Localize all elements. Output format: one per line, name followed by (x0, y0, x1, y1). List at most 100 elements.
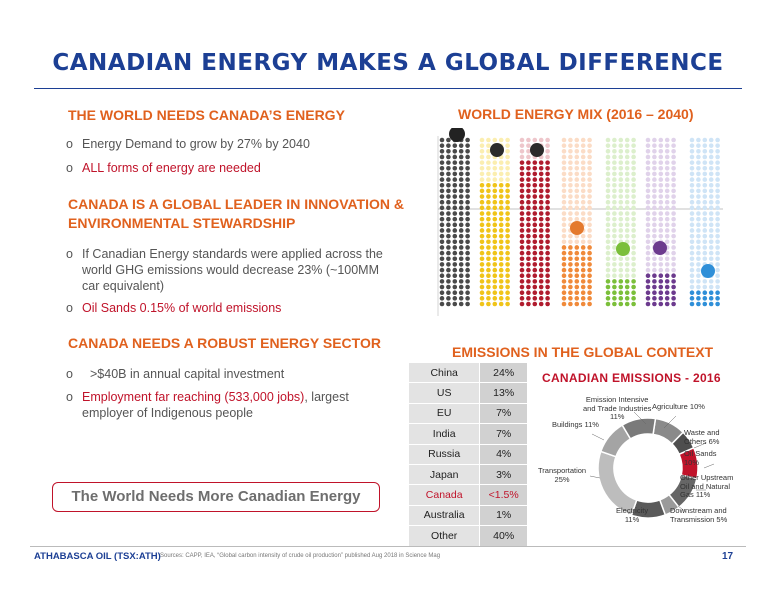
energy-dot (446, 239, 451, 245)
energy-dot (715, 250, 720, 256)
callout-box: The World Needs More Canadian Energy (52, 482, 380, 512)
energy-dot (532, 165, 538, 171)
energy-dot (624, 222, 630, 228)
energy-dot (645, 222, 651, 228)
energy-dot (715, 177, 720, 182)
energy-dot (708, 279, 714, 284)
energy-dot (618, 262, 624, 267)
energy-dot (702, 188, 708, 194)
energy-dot (492, 165, 498, 171)
energy-dot (652, 165, 657, 171)
energy-dot (439, 177, 445, 182)
energy-dot (568, 267, 573, 273)
energy-dot (538, 216, 544, 222)
energy-dot (486, 284, 491, 290)
energy-dot (446, 267, 451, 273)
energy-dot (439, 137, 445, 143)
energy-dot (715, 267, 720, 273)
energy-dot (689, 137, 695, 143)
energy-dot (479, 154, 485, 160)
energy-dot (574, 194, 580, 199)
energy-dot (479, 171, 485, 177)
energy-dot (505, 188, 510, 194)
energy-dot (498, 177, 504, 182)
energy-dot (689, 199, 695, 205)
energy-dot (612, 296, 617, 301)
energy-dot (624, 301, 630, 307)
energy-dot (465, 267, 470, 273)
energy-dot (498, 188, 504, 194)
energy-dot (465, 250, 470, 256)
energy-dot (561, 149, 567, 154)
energy-dot (587, 256, 592, 262)
energy-dot (605, 296, 611, 301)
energy-dot (538, 199, 544, 205)
energy-dot (526, 256, 531, 262)
energy-dot (538, 239, 544, 245)
energy-dot (479, 273, 485, 279)
energy-dot (519, 154, 525, 160)
energy-dot (446, 233, 451, 239)
energy-dot (671, 216, 676, 222)
energy-dot (452, 267, 458, 273)
energy-dot (479, 256, 485, 262)
energy-dot (631, 182, 636, 188)
energy-dot (689, 160, 695, 165)
energy-dot (519, 182, 525, 188)
energy-dot (498, 290, 504, 295)
energy-dot (645, 171, 651, 177)
energy-dot (708, 239, 714, 245)
energy-dot (689, 233, 695, 239)
bullet-marker: o (66, 367, 73, 381)
energy-dot (618, 267, 624, 273)
energy-dot (486, 290, 491, 295)
energy-dot (519, 216, 525, 222)
energy-dot (702, 284, 708, 290)
energy-dot (532, 171, 538, 177)
energy-dot (658, 205, 664, 211)
energy-dot (605, 137, 611, 143)
energy-dot (574, 160, 580, 165)
energy-dot (505, 273, 510, 279)
energy-dot (715, 149, 720, 154)
energy-dot (580, 290, 586, 295)
country-cell: Russia (407, 443, 481, 465)
emissions-table: China 24% US 13% EU 7% India 7% Russia 4% Japan 3% C… (407, 361, 528, 547)
energy-dot (538, 205, 544, 211)
energy-dot (689, 250, 695, 256)
energy-dot (505, 177, 510, 182)
share-cell: 1% (479, 504, 528, 527)
energy-dot (465, 177, 470, 182)
energy-dot (624, 182, 630, 188)
energy-dot (618, 256, 624, 262)
energy-dot (526, 290, 531, 295)
energy-dot (587, 149, 592, 154)
energy-dot (689, 256, 695, 262)
energy-dot (696, 160, 701, 165)
energy-dot (664, 239, 670, 245)
heading-global-leader: CANADA IS A GLOBAL LEADER IN INNOVATION … (68, 195, 404, 233)
energy-dot (561, 222, 567, 228)
energy-dot (452, 171, 458, 177)
energy-dot (452, 160, 458, 165)
energy-dot (580, 160, 586, 165)
energy-dot (465, 165, 470, 171)
energy-dot (664, 137, 670, 143)
energy-dot (605, 301, 611, 307)
energy-dot (658, 262, 664, 267)
energy-dot (505, 301, 510, 307)
energy-dot (526, 171, 531, 177)
energy-dot (568, 160, 573, 165)
energy-dot (689, 211, 695, 216)
energy-dot (580, 267, 586, 273)
energy-dot (538, 222, 544, 228)
energy-dot (465, 154, 470, 160)
energy-dot (715, 228, 720, 233)
energy-dot (664, 233, 670, 239)
energy-dot (605, 165, 611, 171)
energy-dot (587, 228, 592, 233)
energy-dot (532, 296, 538, 301)
energy-dot (568, 301, 573, 307)
energy-dot (486, 256, 491, 262)
energy-dot (645, 273, 651, 279)
